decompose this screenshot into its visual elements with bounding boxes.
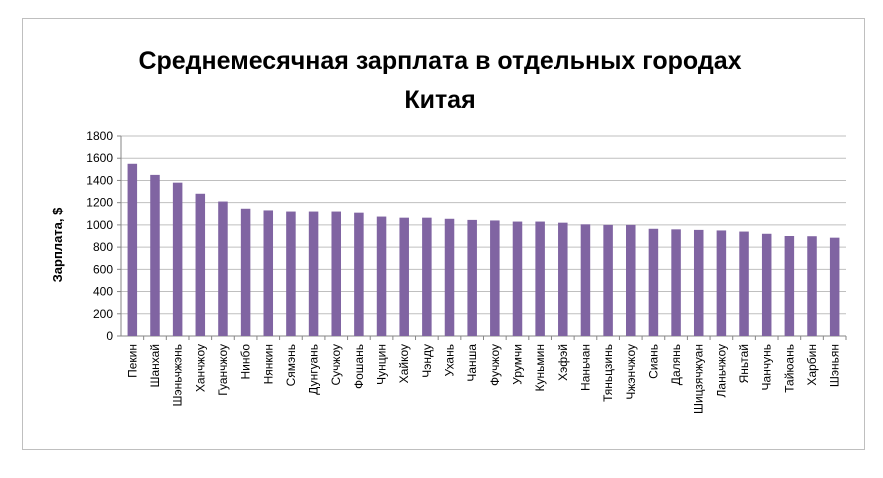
bar-28 bbox=[739, 231, 749, 336]
bar-32 bbox=[829, 237, 840, 336]
bar-20 bbox=[558, 222, 568, 336]
chart-title-line-2: Китая bbox=[404, 86, 475, 114]
bar-7 bbox=[263, 210, 274, 336]
x-tick-label: Фучжоу bbox=[488, 344, 502, 386]
bar-12 bbox=[376, 216, 387, 336]
x-tick-label: Ланьчжоу bbox=[714, 344, 728, 397]
x-tick-label: Куньмин bbox=[533, 344, 547, 391]
x-tick-label: Фошань bbox=[352, 344, 366, 389]
x-tick-label: Шэньчжэнь bbox=[171, 344, 185, 406]
bar-3 bbox=[172, 182, 183, 336]
x-tick-label: Шэньян bbox=[828, 344, 842, 387]
bar-18 bbox=[512, 221, 523, 336]
x-tick-label: Яньтай bbox=[737, 344, 751, 383]
bar-4 bbox=[195, 193, 206, 336]
x-tick-label: Сямэнь bbox=[284, 344, 298, 386]
y-axis-title: Зарплата, $ bbox=[50, 207, 65, 282]
x-tick-label: Нинбо bbox=[239, 344, 253, 380]
bar-11 bbox=[354, 212, 364, 336]
chart-area: Среднемесячная зарплата в отдельных горо… bbox=[22, 18, 865, 450]
bar-31 bbox=[807, 236, 817, 336]
x-tick-label: Шанхай bbox=[148, 344, 162, 388]
y-tick-label: 600 bbox=[93, 262, 113, 276]
bar-9 bbox=[308, 211, 319, 336]
bar-23 bbox=[626, 224, 636, 336]
x-tick-label: Чэнду bbox=[420, 344, 434, 378]
bar-21 bbox=[580, 224, 591, 336]
y-tick-label: 1800 bbox=[86, 129, 113, 143]
x-tick-label: Гуанчжоу bbox=[216, 344, 230, 396]
bar-16 bbox=[467, 219, 477, 336]
x-tick-label: Наньчан bbox=[578, 344, 592, 391]
x-tick-label: Тяньцзинь bbox=[601, 344, 615, 402]
bar-24 bbox=[648, 228, 659, 336]
bar-14 bbox=[422, 217, 432, 336]
x-tick-label: Ханчжоу bbox=[193, 344, 207, 392]
y-tick-label: 800 bbox=[93, 240, 113, 254]
bar-22 bbox=[603, 224, 613, 336]
plot-area: 0 200 400 600 800 1000 1200 1400 1600 1800 Пекин Ша… bbox=[86, 129, 847, 414]
y-tick-label: 200 bbox=[93, 307, 113, 321]
x-tick-label: Ухань bbox=[443, 344, 457, 377]
x-tick-label: Хэфэй bbox=[556, 344, 570, 381]
bar-6 bbox=[240, 208, 251, 336]
y-tick-label: 1000 bbox=[86, 218, 113, 232]
bar-8 bbox=[286, 211, 296, 336]
chart-title-line-1: Среднемесячная зарплата в отдельных горо… bbox=[138, 47, 741, 75]
x-tick-label: Чжэнчжоу bbox=[624, 344, 638, 400]
bar-13 bbox=[399, 217, 409, 336]
bar-10 bbox=[331, 211, 341, 336]
bar-30 bbox=[784, 236, 795, 336]
y-tick-label: 1400 bbox=[86, 173, 113, 187]
bar-29 bbox=[761, 233, 772, 336]
x-tick-label: Чанша bbox=[465, 344, 479, 382]
bar-17 bbox=[490, 220, 500, 336]
x-tick-label: Сиань bbox=[646, 344, 660, 379]
bar-1 bbox=[127, 163, 138, 336]
bar-2 bbox=[150, 174, 160, 336]
x-tick-label: Чунцин bbox=[375, 344, 389, 385]
x-tick-label: Хайкоу bbox=[397, 344, 411, 383]
x-tick-label: Нянкин bbox=[261, 344, 275, 384]
bar-5 bbox=[218, 201, 228, 336]
x-tick-label: Урумчи bbox=[510, 344, 524, 385]
x-tick-label: Дунгуань bbox=[307, 344, 321, 395]
x-tick-label: Тайюань bbox=[782, 344, 796, 393]
x-tick-label: Пекин bbox=[125, 344, 139, 378]
y-tick-label: 400 bbox=[93, 285, 113, 299]
chart-svg: Среднемесячная зарплата в отдельных горо… bbox=[50, 47, 847, 414]
x-tick-label: Чанчунь bbox=[760, 344, 774, 390]
x-tick-label: Сучжоу bbox=[329, 344, 343, 385]
bar-25 bbox=[671, 229, 681, 336]
y-tick-label: 1200 bbox=[86, 196, 113, 210]
x-tick-label: Шицзячжуан bbox=[692, 344, 706, 414]
bar-15 bbox=[444, 218, 455, 336]
x-tick-label: Харбин bbox=[805, 344, 819, 386]
bar-26 bbox=[693, 229, 704, 336]
bar-19 bbox=[535, 221, 545, 336]
y-tick-label: 0 bbox=[106, 329, 113, 343]
x-tick-label: Далянь bbox=[669, 344, 683, 385]
y-tick-label: 1600 bbox=[86, 151, 113, 165]
bar-27 bbox=[716, 230, 727, 336]
